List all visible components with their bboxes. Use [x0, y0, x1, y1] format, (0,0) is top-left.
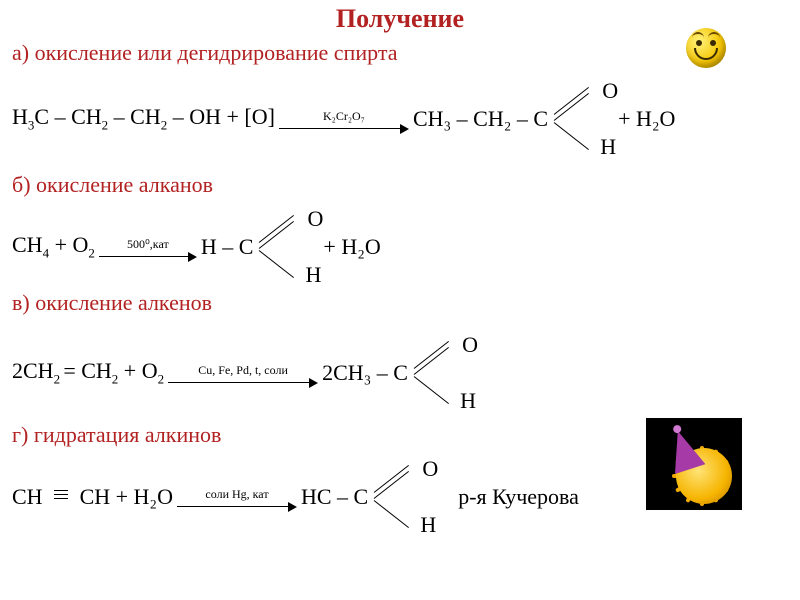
b-arrow-label: 500⁰,кат — [99, 237, 197, 252]
d-cho: OH — [368, 462, 438, 532]
c-rhs-text: 2CH₃ – C — [322, 360, 408, 386]
c-lhs: 2CH2 = CH2 + O2 — [12, 358, 164, 387]
c-cho: OH — [408, 338, 478, 408]
d-rhs-tail: р-я Кучерова — [458, 484, 579, 510]
a-arrow-label: K₂Cr₂O₇ — [279, 109, 409, 124]
a-cho: OH — [548, 84, 618, 154]
reaction-a: H3C – CH2 – CH2 – OH + [O] K₂Cr₂O₇ CH₃ –… — [12, 84, 788, 154]
b-rhs-text: H – C — [201, 234, 254, 260]
a-rhs-tail: + H₂O — [618, 106, 675, 132]
page-title: Получение — [0, 4, 800, 34]
b-rhs-tail: + H₂O — [323, 234, 380, 260]
a-arrow: K₂Cr₂O₇ — [279, 106, 409, 132]
d-lhs: CH CH + H₂O — [12, 484, 173, 510]
d-rhs-text: HC – C — [301, 484, 368, 510]
c-arrow-label: Cu, Fe, Pd, t, соли — [168, 363, 318, 378]
a-rhs-text: CH₃ – CH₂ – C — [413, 106, 548, 132]
section-c-heading: в) окисление алкенов — [12, 290, 800, 316]
c-arrow: Cu, Fe, Pd, t, соли — [168, 360, 318, 386]
a-lhs: H3C – CH2 – CH2 – OH + [O] — [12, 104, 275, 133]
b-arrow: 500⁰,кат — [99, 234, 197, 260]
d-arrow: соли Hg, кат — [177, 484, 297, 510]
b-cho: OH — [253, 212, 323, 282]
d-arrow-label: соли Hg, кат — [177, 487, 297, 502]
reaction-b: CH4 + O2 500⁰,кат H – C OH + H₂O — [12, 212, 788, 282]
sun-icon — [646, 418, 742, 510]
triple-bond-icon — [54, 487, 68, 502]
section-b-heading: б) окисление алканов — [12, 172, 800, 198]
smiley-icon — [686, 28, 726, 68]
b-lhs: CH4 + O2 — [12, 232, 95, 261]
reaction-c: 2CH2 = CH2 + O2 Cu, Fe, Pd, t, соли 2CH₃… — [12, 338, 788, 408]
section-a-heading: а) окисление или дегидрирование спирта — [12, 40, 800, 66]
